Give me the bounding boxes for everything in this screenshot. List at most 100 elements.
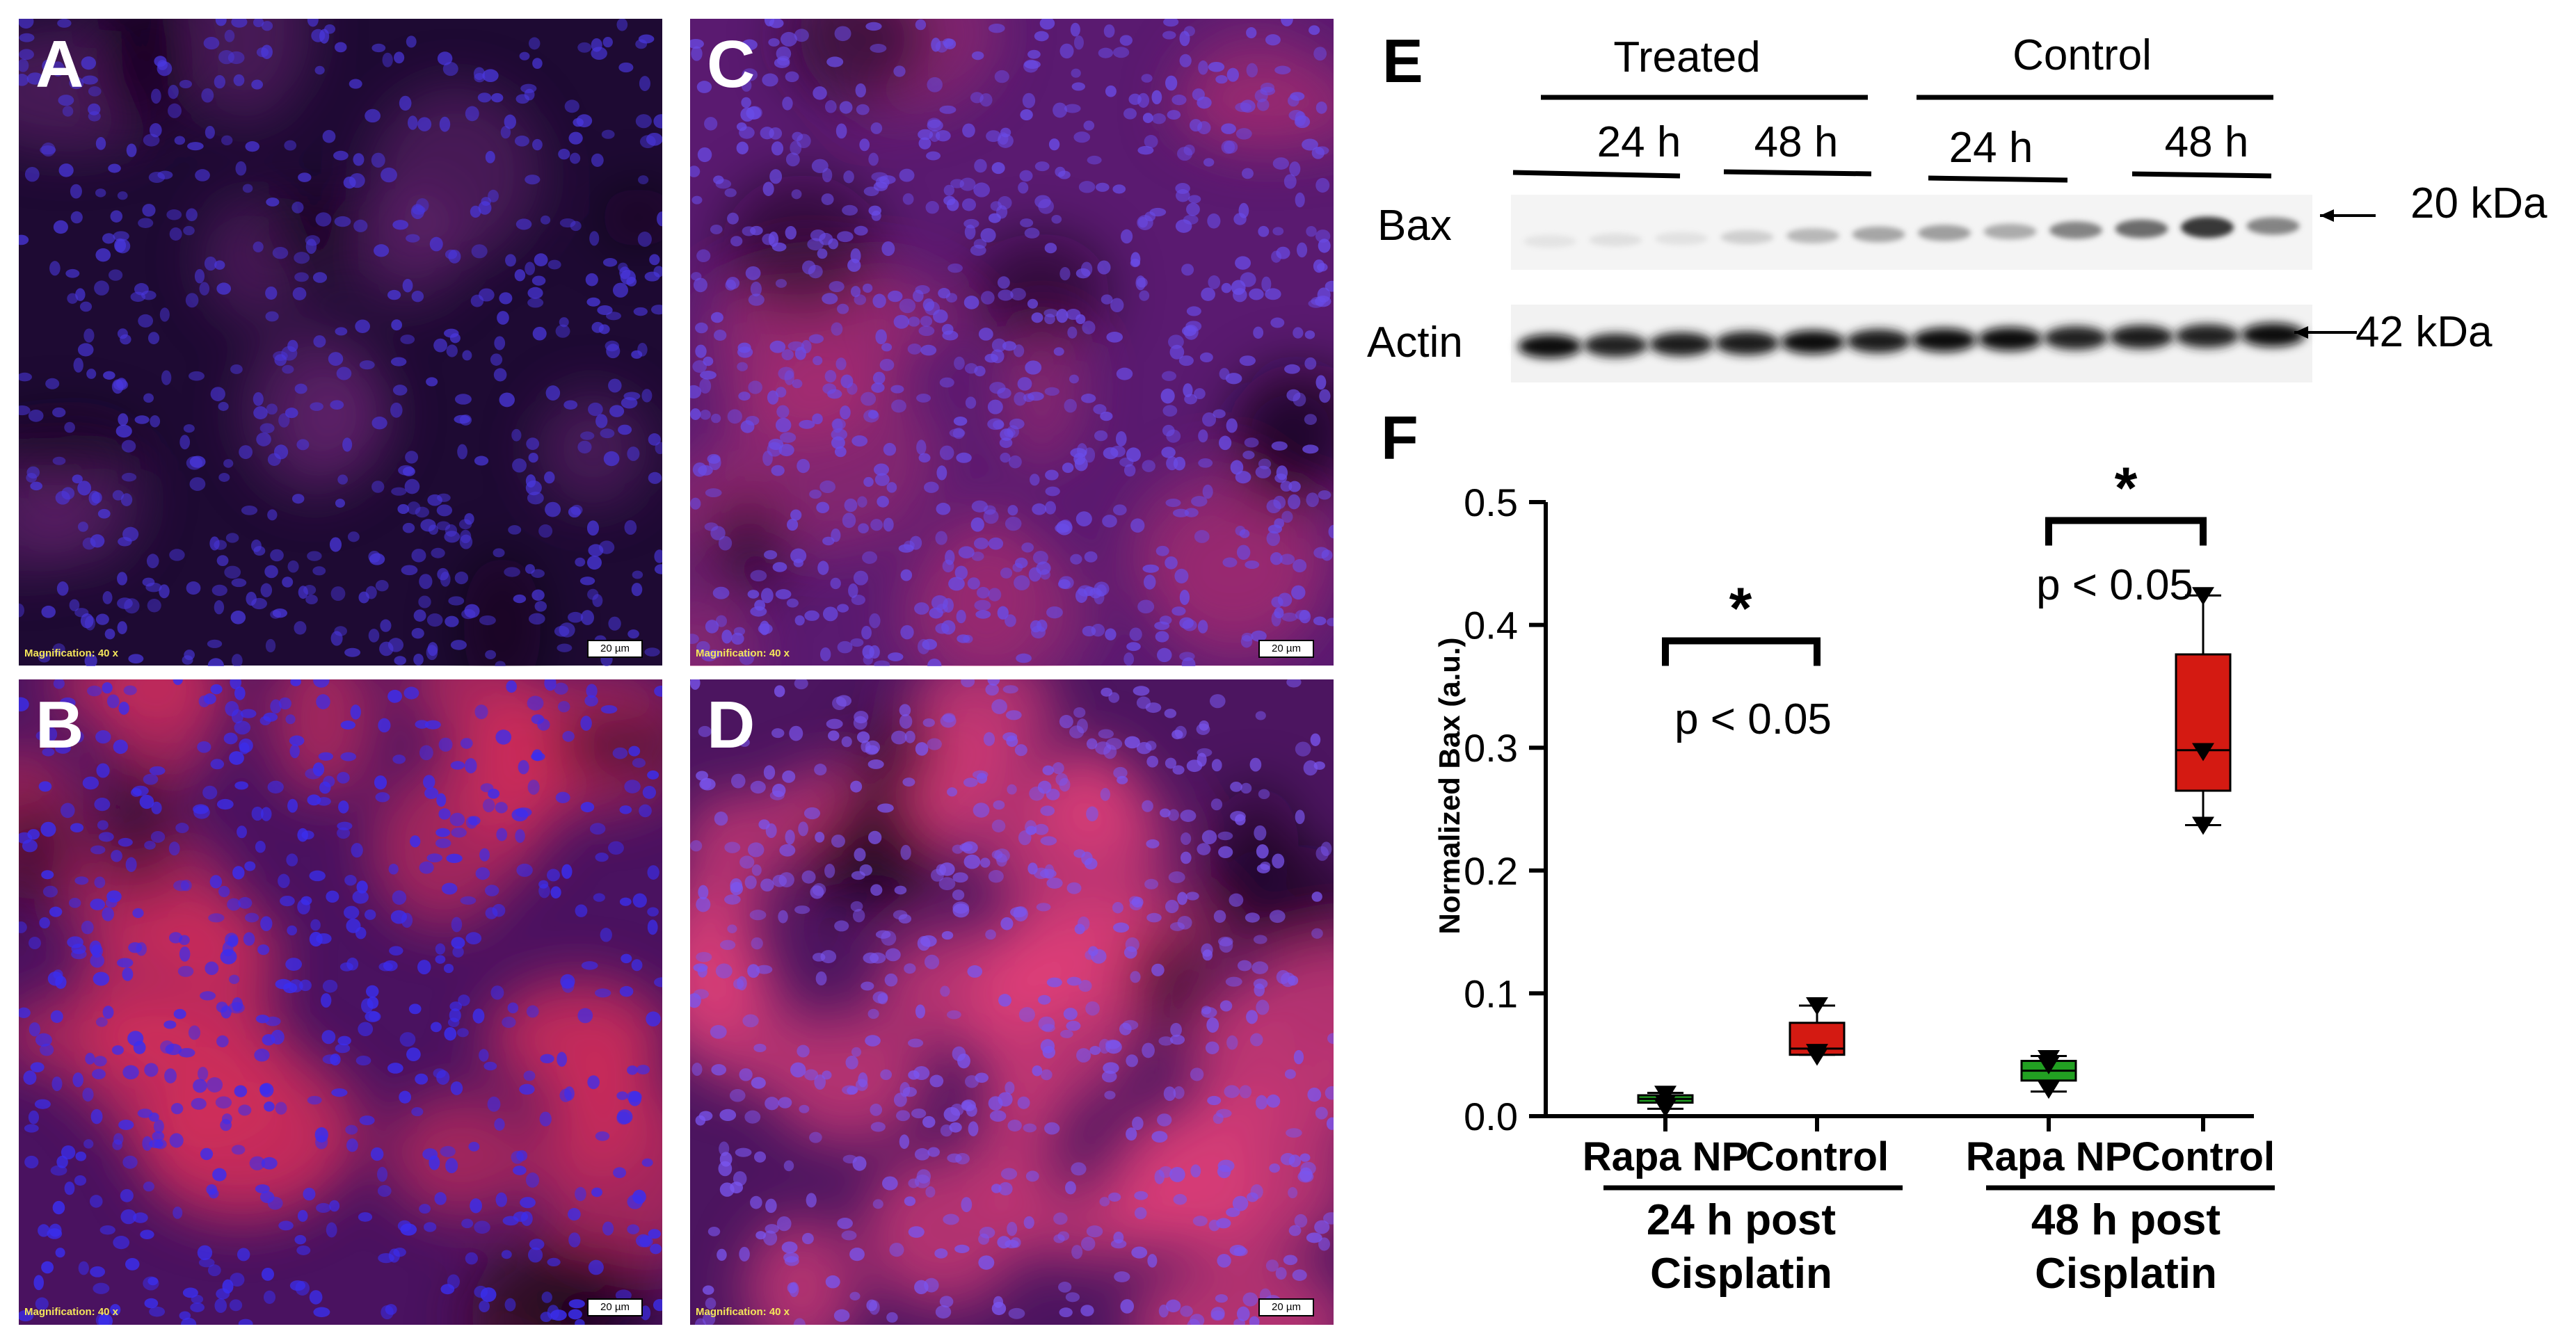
nucleus [540,1054,554,1064]
nucleus [113,739,128,755]
nucleus [483,1061,497,1071]
nucleus [1211,759,1222,772]
nucleus [690,38,704,49]
nucleus [797,1045,810,1058]
panel-label-e: E [1382,26,1423,95]
nucleus [733,1171,747,1186]
nucleus [371,417,387,430]
nucleus [38,781,52,792]
nucleus [1080,1236,1096,1251]
nucleus [1029,786,1045,801]
box-2 [2020,1049,2077,1099]
nucleus [1230,460,1244,475]
nucleus [377,1185,392,1198]
nucleus [1284,1069,1296,1079]
nucleus [813,355,823,366]
nucleus [1123,652,1135,666]
nucleus [854,294,867,305]
nucleus [1144,135,1158,148]
nucleus [1216,1109,1232,1118]
nucleus [546,869,560,882]
nucleus [883,442,897,456]
lumen-dark [704,489,792,602]
nucleus [225,533,239,543]
nucleus [1169,1167,1185,1182]
nucleus [888,290,903,303]
nucleus [1180,1305,1193,1317]
nucleus [870,519,883,531]
nucleus [90,1266,106,1277]
nucleus [1185,321,1202,332]
nucleus [1046,977,1062,988]
nucleus [1240,782,1252,794]
nucleus [693,277,707,293]
nucleus [1085,1001,1100,1016]
nucleus [941,323,954,335]
nucleus [525,1172,540,1188]
nucleus [95,1017,108,1027]
nucleus [1056,308,1069,323]
nucleus [729,1089,746,1102]
nucleus [1162,424,1175,437]
nucleus [575,1186,586,1202]
nucleus [392,385,408,396]
nucleus [143,1182,154,1192]
nucleus [330,1054,341,1066]
nucleus [606,312,622,321]
y-tick-label: 0.0 [1464,1095,1518,1138]
nucleus [33,1275,44,1291]
nucleus [785,226,797,240]
nucleus [415,506,430,518]
nucleus [532,138,543,151]
nucleus [1144,574,1156,590]
nucleus [867,410,879,419]
nucleus [1189,119,1203,132]
nucleus [791,189,802,200]
nucleus [1283,174,1297,189]
nucleus [1051,214,1062,224]
nucleus [939,1296,954,1308]
nucleus [713,330,727,341]
nucleus [792,379,803,389]
nucleus [854,848,866,862]
nucleus [389,946,403,956]
nucleus [1304,414,1318,426]
nucleus [442,61,458,76]
nucleus [378,962,393,972]
nucleus [1256,1095,1268,1110]
nucleus [1125,937,1139,953]
nucleus [991,349,1005,364]
nucleus [985,929,996,940]
nucleus [205,125,215,139]
nucleus [648,433,661,446]
nucleus [847,382,858,395]
nucleus [545,501,561,517]
nucleus [283,983,298,994]
nucleus [309,931,323,947]
nucleus [445,615,459,627]
nucleus [747,964,760,978]
nucleus [837,640,853,654]
nucleus [371,152,385,168]
y-tick-label: 0.4 [1464,604,1518,647]
nucleus [290,679,301,686]
nucleus [251,806,264,821]
nucleus [837,303,849,314]
nucleus [690,840,703,852]
nucleus [586,684,598,698]
nucleus [1131,896,1144,908]
nucleus [467,816,481,825]
nucleus [1226,1207,1240,1217]
nucleus [980,291,995,305]
nucleus [821,193,834,205]
nucleus [939,445,954,460]
nucleus [1126,642,1141,652]
nucleus [1272,853,1285,869]
nucleus [771,141,784,156]
nucleus [337,821,353,830]
nucleus [378,718,391,733]
nucleus [813,86,827,100]
nucleus [495,730,512,745]
bax-band [1655,232,1708,245]
nucleus [95,137,106,150]
